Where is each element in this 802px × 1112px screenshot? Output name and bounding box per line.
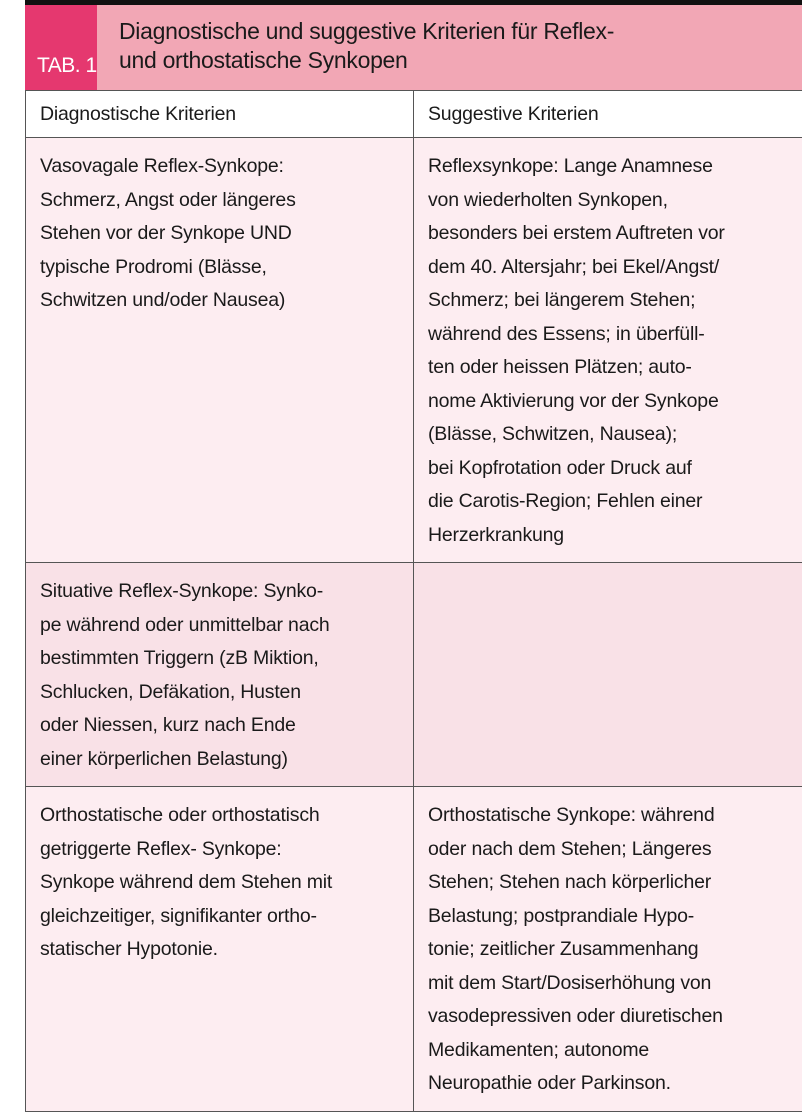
table-number-label: TAB. 1 xyxy=(25,5,97,90)
table-title: Diagnostische und suggestive Kriterien f… xyxy=(97,5,802,90)
table-header-row: Diagnostische Kriterien Suggestive Krite… xyxy=(26,91,802,138)
cell-diagnostic: Orthostatische oder orthostatisch getrig… xyxy=(26,787,414,1112)
criteria-table: Diagnostische Kriterien Suggestive Krite… xyxy=(25,90,802,1112)
cell-suggestive: Orthostatische Synkope: während oder nac… xyxy=(414,787,802,1112)
cell-diagnostic: Situative Reflex-Synkope: Synko- pe währ… xyxy=(26,563,414,787)
table-row: Orthostatische oder orthostatisch getrig… xyxy=(26,787,802,1112)
cell-suggestive: Reflexsynkope: Lange Anamnese von wieder… xyxy=(414,138,802,563)
column-header-suggestive: Suggestive Kriterien xyxy=(414,91,802,138)
table-row: Vasovagale Reflex-Synkope: Schmerz, Angs… xyxy=(26,138,802,563)
table-header-band: TAB. 1 Diagnostische und suggestive Krit… xyxy=(25,5,802,90)
table-row: Situative Reflex-Synkope: Synko- pe währ… xyxy=(26,563,802,787)
cell-diagnostic: Vasovagale Reflex-Synkope: Schmerz, Angs… xyxy=(26,138,414,563)
column-header-diagnostic: Diagnostische Kriterien xyxy=(26,91,414,138)
cell-suggestive xyxy=(414,563,802,787)
